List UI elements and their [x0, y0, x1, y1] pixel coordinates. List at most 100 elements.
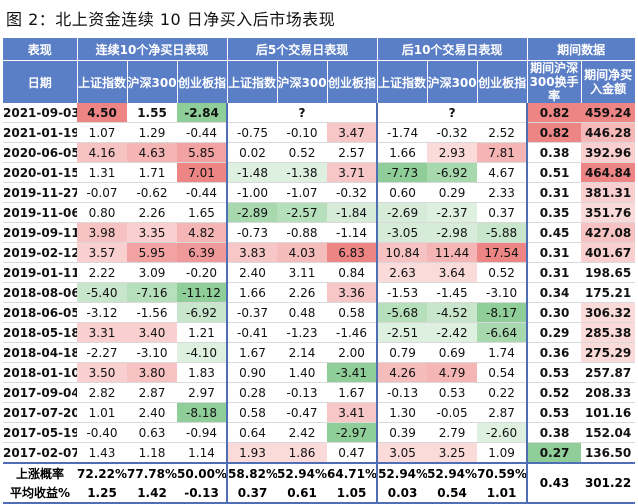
table-cell: -1.45	[427, 282, 478, 303]
table-cell: -0.94	[177, 422, 228, 443]
table-cell: 1.55	[127, 103, 177, 123]
table-cell: 1.01	[77, 402, 127, 423]
header-col: 创业板指	[177, 60, 228, 103]
table-row: 2018-08-06 -5.40 -7.16 -11.12 1.66 2.26 3.36 -1…	[3, 282, 636, 303]
row-date: 2019-09-11	[3, 222, 77, 243]
table-cell: 6.83	[327, 242, 378, 263]
table-cell: 152.04	[581, 422, 636, 443]
table-cell: 0.53	[526, 362, 582, 383]
summary-cell: 58.82%	[226, 462, 278, 483]
summary-cell: 0.03	[376, 483, 428, 504]
table-cell: 1.67	[327, 382, 378, 403]
table-row: 2017-09-04 2.82 2.87 2.97 0.28 -0.13 1.67 -0.13…	[3, 382, 636, 403]
table-row: 2020-06-05 4.16 4.63 5.85 0.02 0.52 2.57 1.66 2.…	[3, 142, 636, 163]
table-cell: 285.38	[581, 322, 636, 343]
table-row: 2019-11-06 0.80 2.26 1.65 -2.89 -2.57 -1.84 -2.…	[3, 202, 636, 223]
table-cell: 3.11	[277, 262, 328, 283]
table-cell: 11.44	[427, 242, 478, 263]
table-cell: 1.93	[226, 442, 278, 464]
table-row: 2021-09-03 4.50 1.55 -2.84?? 0.82 459.24	[3, 103, 636, 123]
summary-cell: 1.01	[477, 483, 528, 504]
table-cell: -5.68	[376, 302, 428, 323]
table-cell: 3.41	[327, 402, 378, 423]
table-cell: 3.83	[226, 242, 278, 263]
table-cell: -1.38	[277, 162, 328, 183]
table-cell: 0.29	[526, 322, 582, 343]
summary-row-up: 上涨概率 72.22% 77.78% 50.00% 58.82% 52.94% …	[3, 462, 636, 504]
table-cell: 3.25	[427, 442, 478, 464]
table-cell: -2.97	[327, 422, 378, 443]
table-cell: 427.08	[581, 222, 636, 243]
table-cell: 6.39	[177, 242, 228, 263]
table-cell: 2.82	[77, 382, 127, 403]
header-col: 上证指数	[377, 60, 428, 103]
summary-cell: 1.05	[327, 483, 378, 504]
table-cell: 3.47	[327, 122, 378, 143]
summary-amount: 301.22	[581, 462, 636, 504]
table-cell: 1.74	[477, 342, 528, 363]
row-date: 2017-05-19	[3, 422, 77, 443]
table-cell: 3.71	[327, 162, 378, 183]
summary-cell: 0.37	[226, 483, 278, 504]
table-cell: 0.30	[526, 302, 582, 323]
table-cell: 198.65	[581, 262, 636, 283]
table-cell: -1.48	[226, 162, 278, 183]
table-cell: 0.58	[327, 302, 378, 323]
table-row: 2018-04-18 -2.27 -3.10 -4.10 1.67 2.14 2.00 0.7…	[3, 342, 636, 363]
table-cell: 464.84	[581, 162, 636, 183]
summary-label: 上涨概率	[3, 462, 77, 483]
table-cell: -0.05	[427, 402, 478, 423]
table-cell: -2.89	[226, 202, 278, 223]
table-cell: 3.98	[77, 222, 127, 243]
table-cell: 0.28	[226, 382, 278, 403]
table-cell: ?	[427, 103, 478, 123]
group-header-row: 表现 连续10个净买日表现 后5个交易日表现 后10个交易日表现 期间数据	[3, 38, 636, 61]
table-cell: 0.51	[526, 162, 582, 183]
table-cell	[226, 103, 278, 123]
table-cell: -6.64	[477, 322, 528, 343]
row-date: 2021-09-03	[3, 103, 77, 123]
table-cell: 3.05	[376, 442, 428, 464]
table-cell: 0.53	[427, 382, 478, 403]
table-cell: 1.86	[277, 442, 328, 464]
summary-cell: 1.25	[77, 483, 127, 504]
table-cell: 2.97	[177, 382, 228, 403]
table-cell: 0.52	[526, 382, 582, 403]
table-cell: 1.66	[226, 282, 278, 303]
summary-cell: 1.42	[127, 483, 177, 504]
table-cell: 459.24	[581, 103, 636, 123]
table-cell: -1.00	[226, 182, 278, 203]
table-cell: 2.14	[277, 342, 328, 363]
table-cell: 136.50	[581, 442, 636, 464]
table-cell: 3.80	[127, 362, 177, 383]
summary-cell: 0.54	[427, 483, 478, 504]
row-date: 2018-08-06	[3, 282, 77, 303]
row-date: 2020-06-05	[3, 142, 77, 163]
header-group-period: 期间数据	[527, 38, 636, 61]
table-row: 2019-09-11 3.98 3.35 4.82 -0.73 -0.88 -1.14 -3.…	[3, 222, 636, 243]
table-cell: -0.13	[277, 382, 328, 403]
table-cell: -3.10	[127, 342, 177, 363]
table-body: 2021-09-03 4.50 1.55 -2.84?? 0.82 459.24 2021-…	[3, 103, 636, 464]
table-cell: 2.63	[376, 262, 428, 283]
table-cell: -0.13	[376, 382, 428, 403]
table-cell: 7.81	[477, 142, 528, 163]
table-cell: 0.82	[526, 103, 582, 123]
table-cell: -3.10	[477, 282, 528, 303]
table-cell: 0.80	[77, 202, 127, 223]
row-date: 2017-09-04	[3, 382, 77, 403]
table-cell: 3.35	[127, 222, 177, 243]
table-cell: 0.64	[226, 422, 278, 443]
table-cell: 0.69	[427, 342, 478, 363]
header-col: 沪深300	[127, 60, 178, 103]
table-cell: 4.79	[427, 362, 478, 383]
table-cell: 1.43	[77, 442, 127, 464]
table-cell: 4.16	[77, 142, 127, 163]
summary-label: 平均收益%	[3, 483, 77, 504]
table-cell: 2.33	[477, 182, 528, 203]
table-cell: -4.10	[177, 342, 228, 363]
summary-cell: 52.94%	[376, 462, 428, 483]
header-col: 上证指数	[77, 60, 128, 103]
header-col: 创业板指	[477, 60, 528, 103]
table-cell: 1.66	[376, 142, 428, 163]
